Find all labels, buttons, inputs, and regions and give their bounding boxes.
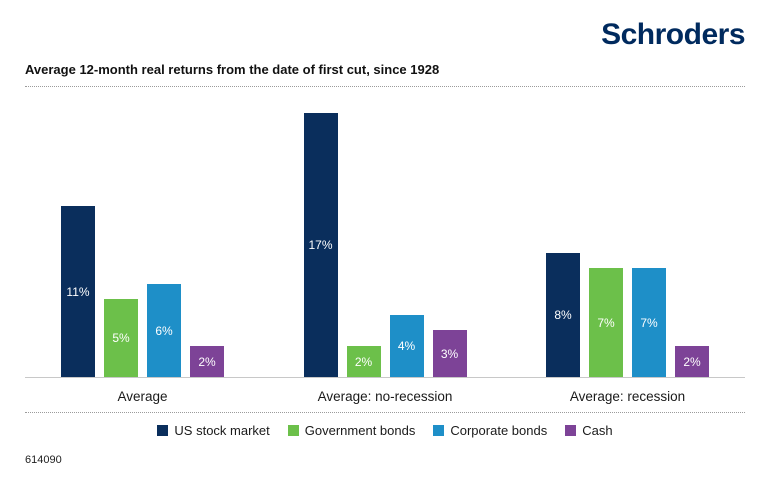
bar-groups: 11% 5% 6% 2% Average 17% 2% 4% 3% Average: no-rec… [25, 97, 745, 404]
category-label: Average: no-recession [317, 389, 453, 404]
document-code: 614090 [25, 454, 62, 466]
bar-value-label: 3% [440, 346, 459, 361]
legend-item: Government bonds [287, 423, 416, 438]
bar: 3% [432, 330, 467, 377]
bar-chart: 11% 5% 6% 2% Average 17% 2% 4% 3% Average: no-rec… [25, 97, 745, 404]
chart-title: Average 12-month real returns from the d… [25, 62, 440, 77]
legend-label: Corporate bonds [450, 423, 548, 438]
legend-item: US stock market [157, 423, 270, 438]
bar: 2% [675, 346, 709, 377]
legend-label: US stock market [174, 423, 270, 438]
bar: 6% [147, 284, 181, 377]
bar: 8% [546, 253, 580, 377]
bar-value-label: 17% [308, 238, 333, 252]
legend-label: Government bonds [304, 423, 416, 438]
schroders-logo: Schroders [601, 18, 745, 51]
legend-swatch [565, 425, 577, 436]
x-axis-baseline [25, 377, 745, 378]
bar-value-label: 8% [554, 308, 572, 322]
title-divider [25, 86, 745, 87]
bar-value-label: 4% [397, 339, 416, 353]
bar-value-label: 2% [198, 354, 216, 369]
bar-group: 17% 2% 4% 3% Average: no-recession [303, 97, 467, 404]
bar-group: 8% 7% 7% 2% Average: recession [546, 97, 709, 404]
bar: 7% [632, 268, 666, 377]
bar: 2% [346, 346, 381, 377]
legend-divider [25, 412, 745, 413]
bar: 5% [104, 299, 138, 377]
bar-value-label: 6% [155, 323, 173, 338]
category-label: Average [117, 389, 168, 404]
bar-value-label: 5% [112, 331, 130, 345]
bar-cluster: 11% 5% 6% 2% [61, 97, 224, 377]
bar-value-label: 7% [640, 315, 658, 330]
bar-group: 11% 5% 6% 2% Average [61, 97, 224, 404]
legend-item: Cash [565, 423, 613, 438]
bar: 2% [190, 346, 224, 377]
bar-value-label: 2% [683, 354, 701, 369]
bar-value-label: 2% [354, 354, 373, 369]
legend-item: Corporate bonds [433, 423, 547, 438]
bar-cluster: 8% 7% 7% 2% [546, 97, 709, 377]
bar-cluster: 17% 2% 4% 3% [303, 97, 467, 377]
bar-value-label: 7% [597, 315, 615, 330]
legend: US stock market Government bonds Corporate… [0, 423, 770, 438]
legend-label: Cash [582, 423, 613, 438]
bar: 11% [61, 206, 95, 377]
bar: 7% [589, 268, 623, 377]
bar-value-label: 11% [66, 284, 90, 299]
bar: 17% [303, 113, 338, 377]
legend-swatch [287, 425, 299, 436]
category-label: Average: recession [569, 389, 686, 404]
legend-swatch [157, 425, 169, 436]
bar: 4% [389, 315, 424, 377]
legend-swatch [433, 425, 445, 436]
